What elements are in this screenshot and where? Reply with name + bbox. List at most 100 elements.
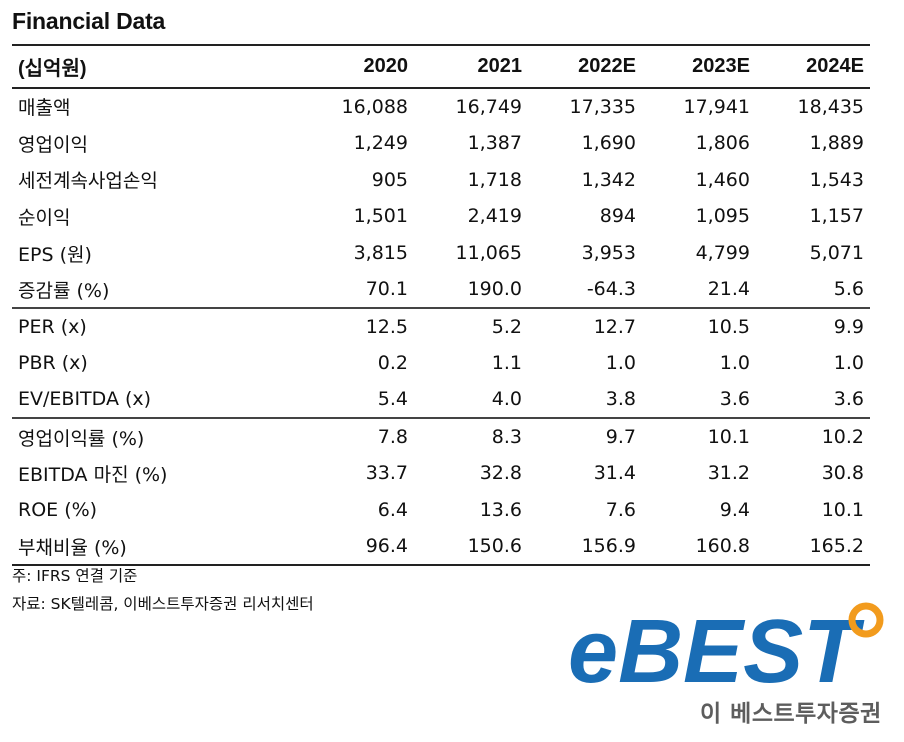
- cell-value: -64.3: [586, 278, 636, 301]
- table-row: 증감률 (%) 70.1 190.0 -64.3 21.4 5.6: [12, 271, 870, 308]
- cell-value: 70.1: [365, 278, 408, 301]
- row-label: 매출액: [18, 97, 71, 120]
- logo-orange-ring: [848, 602, 884, 638]
- cell-value: 1,806: [695, 132, 750, 155]
- year-header: 2023E: [642, 44, 756, 89]
- cell-value: 3,953: [581, 242, 636, 265]
- cell-value: 12.5: [300, 307, 414, 345]
- cell-value: 156.9: [528, 528, 642, 566]
- cell-value: 30.8: [821, 462, 864, 485]
- cell-value: 0.2: [377, 352, 408, 375]
- ebest-logo: eBEST: [568, 602, 884, 702]
- table-row: 매출액 16,088 16,749 17,335 17,941 18,435: [12, 88, 870, 125]
- cell-value: 33.7: [365, 462, 408, 485]
- cell-value: 1,387: [467, 132, 522, 155]
- cell-value: 10.2: [756, 417, 870, 455]
- cell-value: 1.0: [833, 352, 864, 375]
- row-label: 영업이익률 (%): [12, 417, 300, 455]
- row-label: PER (x): [12, 307, 300, 345]
- row-label: 증감률 (%): [18, 279, 110, 302]
- cell-value: 8.3: [414, 417, 528, 455]
- cell-value: 3.6: [719, 388, 750, 411]
- cell-value: 1,249: [353, 132, 408, 155]
- cell-value: 894: [599, 205, 636, 228]
- cell-value: 16,088: [341, 95, 408, 118]
- cell-value: 21.4: [707, 278, 750, 301]
- cell-value: 1,095: [695, 205, 750, 228]
- cell-value: 1,690: [581, 132, 636, 155]
- page-title: Financial Data: [12, 8, 166, 34]
- table-row: EV/EBITDA (x) 5.4 4.0 3.8 3.6 3.6: [12, 382, 870, 419]
- cell-value: 16,749: [455, 95, 522, 118]
- year-header: 2021: [414, 44, 528, 89]
- cell-value: 1,157: [809, 205, 864, 228]
- cell-value: 905: [371, 168, 408, 191]
- cell-value: 10.5: [642, 307, 756, 345]
- cell-value: 9.4: [719, 498, 750, 521]
- table-row: ROE (%) 6.4 13.6 7.6 9.4 10.1: [12, 492, 870, 529]
- table-row: EBITDA 마진 (%) 33.7 32.8 31.4 31.2 30.8: [12, 455, 870, 492]
- row-label: 세전계속사업손익: [18, 170, 158, 193]
- cell-value: 1,342: [581, 168, 636, 191]
- cell-value: 4.0: [491, 388, 522, 411]
- cell-value: 31.2: [707, 462, 750, 485]
- table-row: PBR (x) 0.2 1.1 1.0 1.0 1.0: [12, 345, 870, 382]
- cell-value: 3,815: [353, 242, 408, 265]
- cell-value: 7.8: [300, 417, 414, 455]
- financial-data-table: (십억원) 2020 2021 2022E 2023E 2024E 매출액 16…: [12, 44, 870, 566]
- cell-value: 1,501: [353, 205, 408, 228]
- table-row: 영업이익률 (%) 7.8 8.3 9.7 10.1 10.2: [12, 417, 870, 455]
- cell-value: 1.0: [605, 352, 636, 375]
- row-label: 부채비율 (%): [12, 528, 300, 566]
- logo-subtitle: 이 베스트투자증권: [700, 701, 882, 727]
- cell-value: 5,071: [809, 242, 864, 265]
- cell-value: 31.4: [593, 462, 636, 485]
- cell-value: 10.1: [642, 417, 756, 455]
- cell-value: 17,941: [683, 95, 750, 118]
- cell-value: 11,065: [455, 242, 522, 265]
- cell-value: 2,419: [467, 205, 522, 228]
- cell-value: 13.6: [479, 498, 522, 521]
- row-label: EV/EBITDA (x): [18, 388, 152, 411]
- cell-value: 10.1: [821, 498, 864, 521]
- cell-value: 96.4: [300, 528, 414, 566]
- cell-value: 5.2: [414, 307, 528, 345]
- row-label: EPS (원): [18, 243, 92, 266]
- logo-best-letters: BEST: [618, 602, 865, 702]
- cell-value: 1,718: [467, 168, 522, 191]
- row-label: 영업이익: [18, 133, 88, 156]
- cell-value: 9.7: [528, 417, 642, 455]
- table-header-row: (십억원) 2020 2021 2022E 2023E 2024E: [12, 44, 870, 89]
- year-header: 2022E: [528, 44, 642, 89]
- table-row: 영업이익 1,249 1,387 1,690 1,806 1,889: [12, 125, 870, 162]
- row-label: ROE (%): [18, 498, 98, 521]
- cell-value: 1.1: [491, 352, 522, 375]
- cell-value: 165.2: [756, 528, 870, 566]
- cell-value: 18,435: [797, 95, 864, 118]
- cell-value: 12.7: [528, 307, 642, 345]
- cell-value: 6.4: [377, 498, 408, 521]
- cell-value: 9.9: [756, 307, 870, 345]
- table-row: EPS (원) 3,815 11,065 3,953 4,799 5,071: [12, 235, 870, 272]
- cell-value: 160.8: [642, 528, 756, 566]
- cell-value: 1,543: [809, 168, 864, 191]
- cell-value: 1.0: [719, 352, 750, 375]
- cell-value: 7.6: [605, 498, 636, 521]
- logo-e-letter: e: [568, 602, 618, 702]
- table-row: 순이익 1,501 2,419 894 1,095 1,157: [12, 198, 870, 235]
- table-row: 부채비율 (%) 96.4 150.6 156.9 160.8 165.2: [12, 528, 870, 566]
- cell-value: 3.8: [605, 388, 636, 411]
- cell-value: 1,460: [695, 168, 750, 191]
- cell-value: 5.4: [377, 388, 408, 411]
- logo-wordmark: eBEST: [568, 602, 865, 702]
- unit-header: (십억원): [12, 44, 300, 89]
- table-row: 세전계속사업손익 905 1,718 1,342 1,460 1,543: [12, 161, 870, 198]
- cell-value: 1,889: [809, 132, 864, 155]
- row-label: EBITDA 마진 (%): [18, 463, 168, 486]
- cell-value: 5.6: [833, 278, 864, 301]
- year-header: 2020: [300, 44, 414, 89]
- cell-value: 150.6: [414, 528, 528, 566]
- cell-value: 3.6: [833, 388, 864, 411]
- cell-value: 190.0: [467, 278, 522, 301]
- table-row: PER (x) 12.5 5.2 12.7 10.5 9.9: [12, 307, 870, 345]
